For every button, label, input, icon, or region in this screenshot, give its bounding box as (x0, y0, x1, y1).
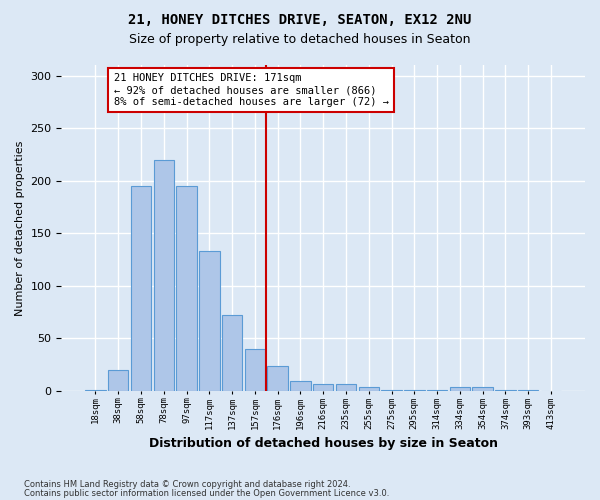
Bar (245, 349, 265, 391)
Bar (472, 386, 493, 391)
Bar (313, 384, 334, 391)
Bar (222, 315, 242, 391)
Bar (131, 186, 151, 391)
Bar (108, 370, 128, 391)
Bar (85, 390, 106, 391)
Text: 21, HONEY DITCHES DRIVE, SEATON, EX12 2NU: 21, HONEY DITCHES DRIVE, SEATON, EX12 2N… (128, 12, 472, 26)
Bar (154, 160, 174, 391)
Text: Size of property relative to detached houses in Seaton: Size of property relative to detached ho… (129, 32, 471, 46)
Bar (268, 366, 288, 391)
Text: Contains HM Land Registry data © Crown copyright and database right 2024.: Contains HM Land Registry data © Crown c… (24, 480, 350, 489)
Bar (336, 384, 356, 391)
Bar (518, 390, 538, 391)
Bar (290, 382, 311, 391)
Text: Contains public sector information licensed under the Open Government Licence v3: Contains public sector information licen… (24, 489, 389, 498)
X-axis label: Distribution of detached houses by size in Seaton: Distribution of detached houses by size … (149, 437, 498, 450)
Bar (176, 186, 197, 391)
Bar (427, 390, 448, 391)
Bar (404, 390, 425, 391)
Text: 21 HONEY DITCHES DRIVE: 171sqm
← 92% of detached houses are smaller (866)
8% of : 21 HONEY DITCHES DRIVE: 171sqm ← 92% of … (113, 74, 389, 106)
Y-axis label: Number of detached properties: Number of detached properties (15, 140, 25, 316)
Bar (495, 390, 515, 391)
Bar (449, 386, 470, 391)
Bar (199, 251, 220, 391)
Bar (381, 390, 402, 391)
Bar (359, 386, 379, 391)
